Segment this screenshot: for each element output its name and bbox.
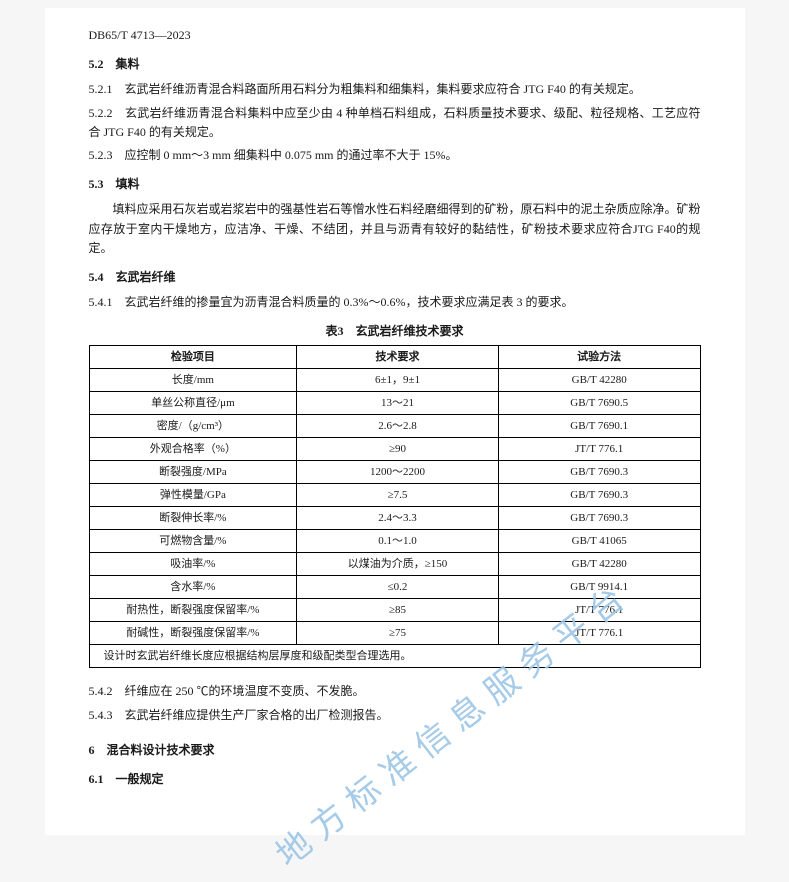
cell: GB/T 41065 [498,530,700,553]
section-5-3-title: 5.3 填料 [89,175,701,194]
para-5-4-3: 5.4.3 玄武岩纤维应提供生产厂家合格的出厂检测报告。 [89,706,701,725]
clause-number: 5.2.2 [89,106,113,120]
clause-text: 应控制 0 mm～3 mm 细集料中 0.075 mm 的通过率不大于 15%。 [125,148,458,162]
section-5-4-title: 5.4 玄武岩纤维 [89,268,701,287]
table-row: 密度/（g/cm³）2.6～2.8GB/T 7690.1 [89,415,700,438]
cell: 2.6～2.8 [297,415,499,438]
cell: GB/T 7690.3 [498,507,700,530]
clause-text: 玄武岩纤维的掺量宜为沥青混合料质量的 0.3%～0.6%，技术要求应满足表 3 … [125,295,574,309]
cell: JT/T 776.1 [498,599,700,622]
cell: 耐热性，断裂强度保留率/% [89,599,297,622]
clause-number: 5.2.1 [89,82,113,96]
cell: JT/T 776.1 [498,622,700,645]
clause-number: 5.2.3 [89,148,113,162]
cell: 含水率/% [89,576,297,599]
cell: GB/T 42280 [498,369,700,392]
cell: ≤0.2 [297,576,499,599]
table-row: 外观合格率（%）≥90JT/T 776.1 [89,438,700,461]
cell: GB/T 9914.1 [498,576,700,599]
table-row: 耐碱性，断裂强度保留率/%≥75JT/T 776.1 [89,622,700,645]
section-6-title: 6 混合料设计技术要求 [89,741,701,760]
cell: GB/T 7690.5 [498,392,700,415]
table-header-row: 检验项目 技术要求 试验方法 [89,346,700,369]
para-5-2-2: 5.2.2 玄武岩纤维沥青混合料集料中应至少由 4 种单档石料组成，石料质量技术… [89,104,701,142]
para-5-2-3: 5.2.3 应控制 0 mm～3 mm 细集料中 0.075 mm 的通过率不大… [89,146,701,165]
cell: GB/T 42280 [498,553,700,576]
cell: ≥7.5 [297,484,499,507]
clause-number: 5.4.3 [89,708,113,722]
cell: 断裂伸长率/% [89,507,297,530]
para-5-2-1: 5.2.1 玄武岩纤维沥青混合料路面所用石料分为粗集料和细集料，集料要求应符合 … [89,80,701,99]
col-header: 技术要求 [297,346,499,369]
table-row: 吸油率/%以煤油为介质，≥150GB/T 42280 [89,553,700,576]
clause-number: 5.4.1 [89,295,113,309]
cell: 吸油率/% [89,553,297,576]
cell: GB/T 7690.3 [498,484,700,507]
clause-text: 玄武岩纤维应提供生产厂家合格的出厂检测报告。 [125,708,389,722]
table-row: 长度/mm6±1，9±1GB/T 42280 [89,369,700,392]
cell: 外观合格率（%） [89,438,297,461]
clause-text: 玄武岩纤维沥青混合料路面所用石料分为粗集料和细集料，集料要求应符合 JTG F4… [125,82,641,96]
table-row: 弹性模量/GPa≥7.5GB/T 7690.3 [89,484,700,507]
cell: GB/T 7690.3 [498,461,700,484]
table-footnote-row: 设计时玄武岩纤维长度应根据结构层厚度和级配类型合理选用。 [89,645,700,668]
clause-text: 玄武岩纤维沥青混合料集料中应至少由 4 种单档石料组成，石料质量技术要求、级配、… [89,106,701,139]
table-caption: 表3 玄武岩纤维技术要求 [89,322,701,341]
table-row: 可燃物含量/%0.1～1.0GB/T 41065 [89,530,700,553]
table-row: 含水率/%≤0.2GB/T 9914.1 [89,576,700,599]
cell: 耐碱性，断裂强度保留率/% [89,622,297,645]
para-5-4-1: 5.4.1 玄武岩纤维的掺量宜为沥青混合料质量的 0.3%～0.6%，技术要求应… [89,293,701,312]
cell: 弹性模量/GPa [89,484,297,507]
table-row: 断裂伸长率/%2.4～3.3GB/T 7690.3 [89,507,700,530]
table-row: 断裂强度/MPa1200～2200GB/T 7690.3 [89,461,700,484]
cell: 长度/mm [89,369,297,392]
requirements-table: 检验项目 技术要求 试验方法 长度/mm6±1，9±1GB/T 42280 单丝… [89,345,701,668]
clause-text: 纤维应在 250 ℃的环境温度不变质、不发脆。 [125,684,365,698]
col-header: 检验项目 [89,346,297,369]
cell: 13～21 [297,392,499,415]
cell: 可燃物含量/% [89,530,297,553]
cell: 2.4～3.3 [297,507,499,530]
cell: GB/T 7690.1 [498,415,700,438]
para-5-4-2: 5.4.2 纤维应在 250 ℃的环境温度不变质、不发脆。 [89,682,701,701]
table-row: 耐热性，断裂强度保留率/%≥85JT/T 776.1 [89,599,700,622]
col-header: 试验方法 [498,346,700,369]
cell: JT/T 776.1 [498,438,700,461]
document-page: DB65/T 4713—2023 5.2 集料 5.2.1 玄武岩纤维沥青混合料… [45,8,745,835]
section-5-2-title: 5.2 集料 [89,55,701,74]
table-row: 单丝公称直径/μm13～21GB/T 7690.5 [89,392,700,415]
clause-number: 5.4.2 [89,684,113,698]
cell: 单丝公称直径/μm [89,392,297,415]
cell: 断裂强度/MPa [89,461,297,484]
cell: 以煤油为介质，≥150 [297,553,499,576]
cell: 1200～2200 [297,461,499,484]
table-footnote: 设计时玄武岩纤维长度应根据结构层厚度和级配类型合理选用。 [89,645,700,668]
cell: ≥90 [297,438,499,461]
standard-code: DB65/T 4713—2023 [89,26,701,45]
cell: 密度/（g/cm³） [89,415,297,438]
cell: ≥85 [297,599,499,622]
para-5-3: 填料应采用石灰岩或岩浆岩中的强基性岩石等憎水性石料经磨细得到的矿粉，原石料中的泥… [89,200,701,258]
cell: 6±1，9±1 [297,369,499,392]
cell: 0.1～1.0 [297,530,499,553]
cell: ≥75 [297,622,499,645]
section-6-1-title: 6.1 一般规定 [89,770,701,789]
